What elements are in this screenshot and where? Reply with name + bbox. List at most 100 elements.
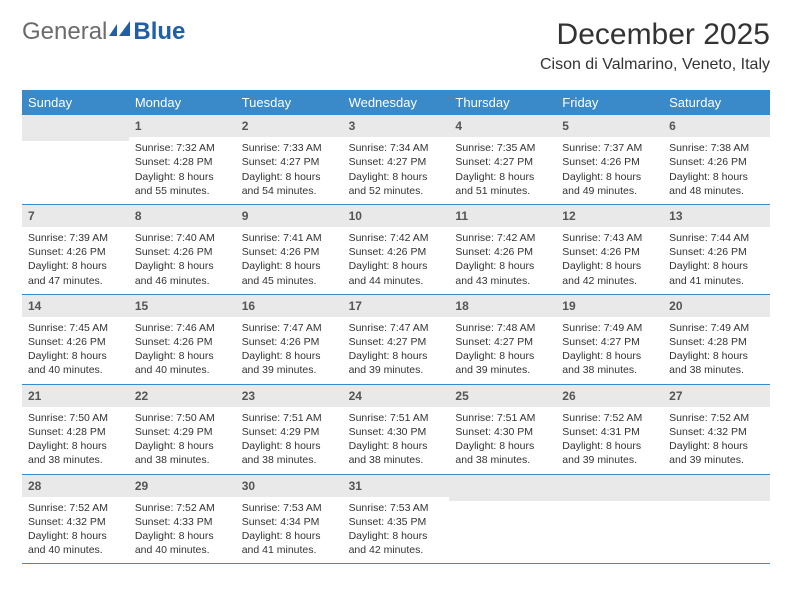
day-cell: 24 Sunrise: 7:51 AMSunset: 4:30 PMDayligh…	[343, 385, 450, 474]
day-cell: 8Sunrise: 7:40 AMSunset: 4:26 PMDaylight…	[129, 205, 236, 294]
sunset-line: Sunset: 4:30 PM	[349, 425, 444, 439]
sunrise-line: Sunrise: 7:51 AM	[349, 411, 444, 425]
sunrise-line: Sunrise: 7:52 AM	[28, 501, 123, 515]
day-number: 23	[236, 385, 343, 407]
sunset-line: Sunset: 4:26 PM	[135, 245, 230, 259]
day-body: Sunrise: 7:32 AMSunset: 4:28 PMDaylight:…	[129, 137, 236, 204]
daylight-line: Daylight: 8 hours and 38 minutes.	[562, 349, 657, 377]
sunset-line: Sunset: 4:33 PM	[135, 515, 230, 529]
sunset-line: Sunset: 4:32 PM	[669, 425, 764, 439]
location: Cison di Valmarino, Veneto, Italy	[540, 56, 770, 74]
week-row: 14Sunrise: 7:45 AMSunset: 4:26 PMDayligh…	[22, 295, 770, 385]
daylight-line: Daylight: 8 hours and 38 minutes.	[28, 439, 123, 467]
sunset-line: Sunset: 4:27 PM	[242, 155, 337, 169]
day-body: Sunrise: 7:53 AMSunset: 4:35 PMDaylight:…	[343, 497, 450, 564]
sunset-line: Sunset: 4:34 PM	[242, 515, 337, 529]
sunrise-line: Sunrise: 7:37 AM	[562, 141, 657, 155]
sunrise-line: Sunrise: 7:47 AM	[349, 321, 444, 335]
sunset-line: Sunset: 4:26 PM	[135, 335, 230, 349]
day-cell: 20Sunrise: 7:49 AMSunset: 4:28 PMDayligh…	[663, 295, 770, 384]
daylight-line: Daylight: 8 hours and 49 minutes.	[562, 170, 657, 198]
daylight-line: Daylight: 8 hours and 39 minutes.	[455, 349, 550, 377]
day-body: Sunrise: 7:50 AMSunset: 4:28 PMDaylight:…	[22, 407, 129, 474]
day-cell	[663, 475, 770, 564]
daylight-line: Daylight: 8 hours and 40 minutes.	[28, 349, 123, 377]
sunset-line: Sunset: 4:26 PM	[349, 245, 444, 259]
dayname-row: Sunday Monday Tuesday Wednesday Thursday…	[22, 90, 770, 115]
day-number	[556, 475, 663, 501]
day-cell: 21Sunrise: 7:50 AMSunset: 4:28 PMDayligh…	[22, 385, 129, 474]
sunset-line: Sunset: 4:28 PM	[135, 155, 230, 169]
day-cell: 16Sunrise: 7:47 AMSunset: 4:26 PMDayligh…	[236, 295, 343, 384]
sunrise-line: Sunrise: 7:34 AM	[349, 141, 444, 155]
day-cell: 13Sunrise: 7:44 AMSunset: 4:26 PMDayligh…	[663, 205, 770, 294]
sunset-line: Sunset: 4:35 PM	[349, 515, 444, 529]
daylight-line: Daylight: 8 hours and 40 minutes.	[135, 529, 230, 557]
calendar: Sunday Monday Tuesday Wednesday Thursday…	[22, 90, 770, 564]
daylight-line: Daylight: 8 hours and 46 minutes.	[135, 259, 230, 287]
day-body: Sunrise: 7:53 AMSunset: 4:34 PMDaylight:…	[236, 497, 343, 564]
day-number: 3	[343, 115, 450, 137]
sunrise-line: Sunrise: 7:47 AM	[242, 321, 337, 335]
day-cell: 14Sunrise: 7:45 AMSunset: 4:26 PMDayligh…	[22, 295, 129, 384]
daylight-line: Daylight: 8 hours and 54 minutes.	[242, 170, 337, 198]
daylight-line: Daylight: 8 hours and 40 minutes.	[28, 529, 123, 557]
sunrise-line: Sunrise: 7:44 AM	[669, 231, 764, 245]
day-body: Sunrise: 7:51 AMSunset: 4:29 PMDaylight:…	[236, 407, 343, 474]
sunrise-line: Sunrise: 7:49 AM	[562, 321, 657, 335]
sunrise-line: Sunrise: 7:46 AM	[135, 321, 230, 335]
day-cell: 31Sunrise: 7:53 AMSunset: 4:35 PMDayligh…	[343, 475, 450, 564]
day-body: Sunrise: 7:48 AMSunset: 4:27 PMDaylight:…	[449, 317, 556, 384]
day-number: 18	[449, 295, 556, 317]
day-cell	[556, 475, 663, 564]
day-number	[663, 475, 770, 501]
daylight-line: Daylight: 8 hours and 41 minutes.	[242, 529, 337, 557]
day-cell: 22Sunrise: 7:50 AMSunset: 4:29 PMDayligh…	[129, 385, 236, 474]
day-number: 9	[236, 205, 343, 227]
day-number: 19	[556, 295, 663, 317]
week-row: 7Sunrise: 7:39 AMSunset: 4:26 PMDaylight…	[22, 205, 770, 295]
week-row: 21Sunrise: 7:50 AMSunset: 4:28 PMDayligh…	[22, 385, 770, 475]
day-cell: 30Sunrise: 7:53 AMSunset: 4:34 PMDayligh…	[236, 475, 343, 564]
daylight-line: Daylight: 8 hours and 39 minutes.	[242, 349, 337, 377]
sunset-line: Sunset: 4:26 PM	[242, 245, 337, 259]
sunrise-line: Sunrise: 7:40 AM	[135, 231, 230, 245]
day-cell: 5Sunrise: 7:37 AMSunset: 4:26 PMDaylight…	[556, 115, 663, 204]
day-body: Sunrise: 7:33 AMSunset: 4:27 PMDaylight:…	[236, 137, 343, 204]
sunrise-line: Sunrise: 7:39 AM	[28, 231, 123, 245]
day-body: Sunrise: 7:37 AMSunset: 4:26 PMDaylight:…	[556, 137, 663, 204]
day-body: Sunrise: 7:51 AMSunset: 4:30 PMDaylight:…	[449, 407, 556, 474]
day-cell: 1Sunrise: 7:32 AMSunset: 4:28 PMDaylight…	[129, 115, 236, 204]
sunrise-line: Sunrise: 7:38 AM	[669, 141, 764, 155]
day-cell: 18Sunrise: 7:48 AMSunset: 4:27 PMDayligh…	[449, 295, 556, 384]
day-number: 22	[129, 385, 236, 407]
day-number: 29	[129, 475, 236, 497]
dayname: Friday	[556, 90, 663, 115]
day-body: Sunrise: 7:39 AMSunset: 4:26 PMDaylight:…	[22, 227, 129, 294]
day-cell	[22, 115, 129, 204]
sunset-line: Sunset: 4:28 PM	[28, 425, 123, 439]
daylight-line: Daylight: 8 hours and 40 minutes.	[135, 349, 230, 377]
day-number: 24	[343, 385, 450, 407]
daylight-line: Daylight: 8 hours and 41 minutes.	[669, 259, 764, 287]
sunrise-line: Sunrise: 7:45 AM	[28, 321, 123, 335]
daylight-line: Daylight: 8 hours and 38 minutes.	[349, 439, 444, 467]
sunset-line: Sunset: 4:26 PM	[455, 245, 550, 259]
day-number: 7	[22, 205, 129, 227]
title-block: December 2025 Cison di Valmarino, Veneto…	[540, 18, 770, 74]
day-cell: 6Sunrise: 7:38 AMSunset: 4:26 PMDaylight…	[663, 115, 770, 204]
day-cell: 7Sunrise: 7:39 AMSunset: 4:26 PMDaylight…	[22, 205, 129, 294]
sunrise-line: Sunrise: 7:32 AM	[135, 141, 230, 155]
sunset-line: Sunset: 4:29 PM	[135, 425, 230, 439]
day-body: Sunrise: 7:49 AMSunset: 4:28 PMDaylight:…	[663, 317, 770, 384]
daylight-line: Daylight: 8 hours and 44 minutes.	[349, 259, 444, 287]
day-body: Sunrise: 7:52 AMSunset: 4:32 PMDaylight:…	[22, 497, 129, 564]
day-cell	[449, 475, 556, 564]
daylight-line: Daylight: 8 hours and 55 minutes.	[135, 170, 230, 198]
day-body: Sunrise: 7:43 AMSunset: 4:26 PMDaylight:…	[556, 227, 663, 294]
header: General Blue December 2025 Cison di Valm…	[22, 18, 770, 74]
day-cell: 4Sunrise: 7:35 AMSunset: 4:27 PMDaylight…	[449, 115, 556, 204]
day-number: 26	[556, 385, 663, 407]
sunrise-line: Sunrise: 7:33 AM	[242, 141, 337, 155]
day-number: 12	[556, 205, 663, 227]
